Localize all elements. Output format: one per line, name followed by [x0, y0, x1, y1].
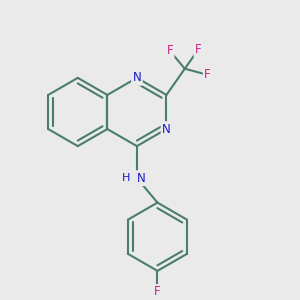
Text: F: F	[167, 44, 173, 57]
Text: F: F	[204, 68, 211, 81]
Text: N: N	[133, 71, 141, 84]
Text: N: N	[162, 123, 171, 136]
Text: F: F	[154, 286, 161, 298]
Text: F: F	[195, 43, 202, 56]
Text: H: H	[122, 173, 130, 183]
Text: N: N	[137, 172, 146, 184]
